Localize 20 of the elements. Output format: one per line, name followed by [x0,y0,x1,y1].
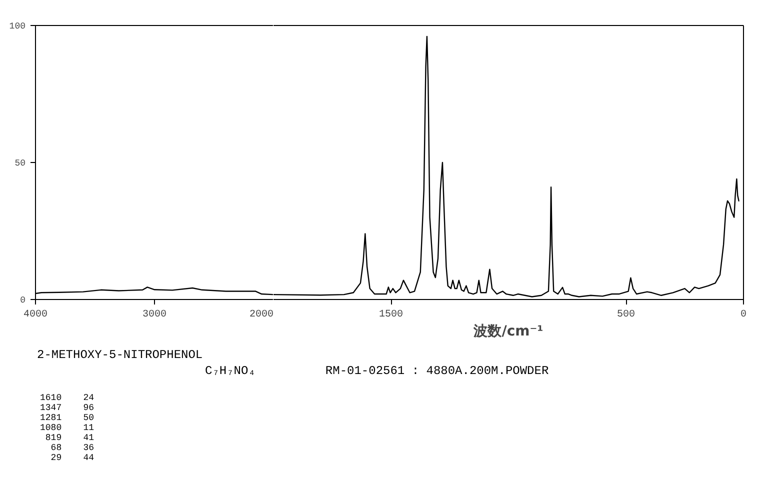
y-tick-label: 50 [14,158,26,168]
text: C₇H₇NO₄ [205,364,256,378]
y-tick-label: 0 [20,296,26,306]
text: 1347 96 [40,403,94,413]
text: 819 41 [45,433,94,443]
x-tick-label: 2000 [249,310,274,320]
text: 68 36 [50,443,94,453]
x-axis-title: 波数/cm⁻¹ [472,324,544,340]
text: 1080 11 [40,423,94,433]
y-tick-label: 100 [9,22,26,32]
text: 29 44 [50,453,94,463]
x-tick-label: 4000 [24,310,48,320]
x-tick-label: 1500 [379,310,404,320]
x-tick-label: 0 [740,310,747,320]
text: 1281 50 [40,413,94,423]
text: RM-01-02561 : 4880A.200M.POWDER [324,364,549,378]
x-tick-label: 500 [617,310,636,320]
text: 1610 24 [40,393,94,403]
x-tick-label: 3000 [142,310,167,320]
text: 2-METHOXY-5-NITROPHENOL [36,347,204,363]
